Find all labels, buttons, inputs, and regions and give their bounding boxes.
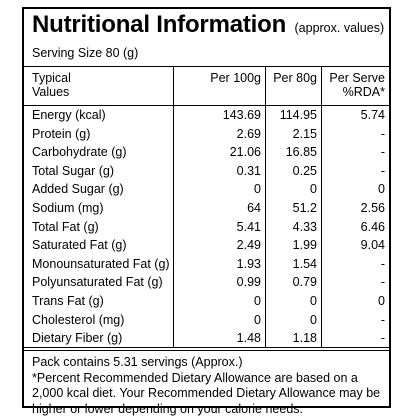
value-per-100g: 0 [254, 182, 261, 197]
value-rda: 5.74 [360, 108, 385, 122]
nutrient-name: Monounsaturated Fat (g) [32, 256, 170, 271]
value-per-100g: 2.49 [236, 238, 261, 253]
value-per-100g: 1.48 [236, 331, 261, 346]
value-per-80g: 1.99 [292, 238, 317, 253]
value-per-100g: 64 [247, 200, 261, 215]
nutrient-name: Saturated Fat (g) [32, 238, 127, 253]
nutrient-name: Cholesterol (mg) [32, 312, 125, 327]
value-per-80g: 16.85 [285, 145, 317, 160]
nutrient-row: Monounsaturated Fat (g) 1.93 1.54 - [24, 255, 389, 274]
value-rda: 0 [378, 182, 385, 197]
value-per-80g: 0 [310, 182, 317, 197]
rda-footnote: *Percent Recommended Dietary Allowance a… [32, 370, 381, 416]
header-rda-line1: Per Serve [329, 71, 385, 85]
value-per-100g: 0.99 [236, 275, 261, 290]
value-per-100g: 2.69 [236, 126, 261, 141]
nutrient-name: Sodium (mg) [32, 200, 104, 215]
nutrient-row: Saturated Fat (g) 2.49 1.99 9.04 [24, 236, 389, 255]
nutrient-name: Energy (kcal) [32, 108, 106, 122]
nutrient-row: Cholesterol (mg) 0 0 - [24, 311, 389, 330]
nutrient-name: Added Sugar (g) [32, 182, 124, 197]
header-typical-line1: Typical [32, 71, 71, 85]
nutrient-row: Polyunsaturated Fat (g) 0.99 0.79 - [24, 273, 389, 292]
value-per-100g: 21.06 [229, 145, 261, 160]
value-per-100g: 5.41 [236, 219, 261, 234]
value-per-80g: 0.79 [292, 275, 317, 290]
value-rda: 2.56 [360, 200, 385, 215]
header-per-100g: Per 100g [210, 71, 261, 85]
column-divider-2 [265, 66, 266, 347]
divider-bottom-double [24, 350, 389, 351]
nutrient-row: Energy (kcal) 143.69 114.95 5.74 [24, 106, 389, 125]
value-per-80g: 1.54 [292, 256, 317, 271]
value-rda: 9.04 [360, 238, 385, 253]
nutrient-name: Trans Fat (g) [32, 293, 104, 308]
value-per-100g: 0 [254, 312, 261, 327]
nutrient-rows: Energy (kcal) 143.69 114.95 5.74 Protein (g)… [24, 106, 389, 348]
value-per-80g: 1.18 [292, 331, 317, 346]
value-per-100g: 143.69 [222, 108, 261, 122]
column-divider-1 [173, 66, 174, 347]
value-per-80g: 0.25 [292, 163, 317, 178]
header-per-serve-rda: Per Serve %RDA* [323, 71, 385, 99]
nutrient-row: Trans Fat (g) 0 0 0 [24, 292, 389, 311]
header-typical-line2: Values [32, 85, 70, 99]
serving-size: Serving Size 80 (g) [32, 46, 139, 60]
value-per-80g: 51.2 [292, 200, 317, 215]
value-rda: - [380, 312, 385, 327]
nutrient-name: Total Fat (g) [32, 219, 99, 234]
header-rda-line2: %RDA* [342, 85, 385, 99]
value-rda: - [380, 275, 385, 290]
nutrient-row: Added Sugar (g) 0 0 0 [24, 180, 389, 199]
nutrient-name: Carbohydrate (g) [32, 145, 127, 160]
value-rda: - [380, 331, 385, 346]
nutrient-name: Total Sugar (g) [32, 163, 114, 178]
value-per-100g: 0 [254, 293, 261, 308]
value-per-80g: 2.15 [292, 126, 317, 141]
column-divider-3 [321, 66, 322, 347]
label-title: Nutritional Information [32, 11, 287, 38]
nutrient-row: Dietary Fiber (g) 1.48 1.18 - [24, 329, 389, 348]
nutrient-name: Dietary Fiber (g) [32, 331, 123, 346]
nutrient-row: Total Fat (g) 5.41 4.33 6.46 [24, 218, 389, 237]
nutrient-row: Total Sugar (g) 0.31 0.25 - [24, 162, 389, 181]
title-note: (approx. values) [294, 21, 385, 35]
pack-contains: Pack contains 5.31 servings (Approx.) [32, 355, 243, 369]
value-per-80g: 4.33 [292, 219, 317, 234]
nutrient-name: Polyunsaturated Fat (g) [32, 275, 163, 290]
divider-header [24, 105, 389, 106]
header-per-80g: Per 80g [273, 71, 317, 85]
nutrient-row: Protein (g) 2.69 2.15 - [24, 125, 389, 144]
value-rda: - [380, 256, 385, 271]
footer-notes: Pack contains 5.31 servings (Approx.) *P… [32, 355, 384, 417]
value-rda: - [380, 145, 385, 160]
value-rda: 0 [378, 293, 385, 308]
nutrition-label: Nutritional Information (approx. values)… [22, 7, 391, 416]
value-rda: 6.46 [360, 219, 385, 234]
header-typical-values: Typical Values [32, 71, 71, 99]
nutrient-name: Protein (g) [32, 126, 91, 141]
value-per-80g: 0 [310, 293, 317, 308]
value-per-100g: 1.93 [236, 256, 261, 271]
value-rda: - [380, 163, 385, 178]
value-per-80g: 0 [310, 312, 317, 327]
value-per-100g: 0.31 [236, 163, 261, 178]
value-per-80g: 114.95 [279, 108, 317, 122]
divider-bottom [24, 347, 389, 348]
divider-top [24, 66, 389, 67]
value-rda: - [380, 126, 385, 141]
nutrient-row: Carbohydrate (g) 21.06 16.85 - [24, 143, 389, 162]
nutrient-row: Sodium (mg) 64 51.2 2.56 [24, 199, 389, 218]
title-row: Nutritional Information (approx. values) [32, 11, 384, 39]
